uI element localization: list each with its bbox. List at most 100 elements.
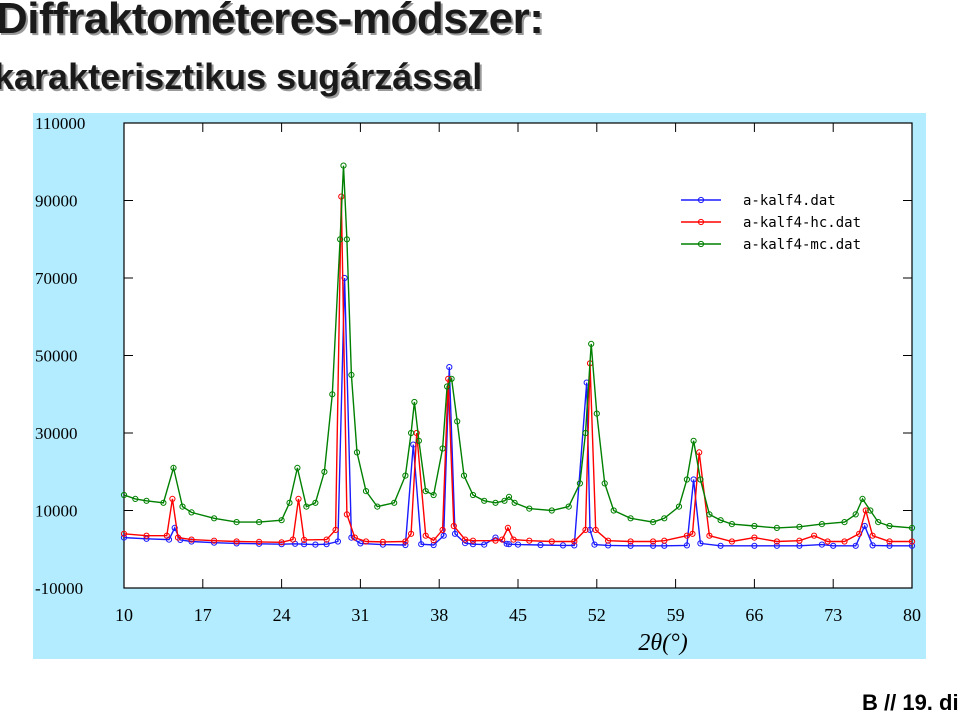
data-point <box>751 522 758 530</box>
x-tick-label: 73 <box>824 605 842 625</box>
data-point <box>418 541 425 548</box>
data-point <box>143 532 150 539</box>
data-point <box>571 542 578 549</box>
data-point <box>211 515 218 522</box>
data-point <box>706 532 713 539</box>
data-point <box>601 480 608 487</box>
data-point <box>233 519 240 526</box>
data-point <box>661 537 668 544</box>
data-point <box>505 493 513 500</box>
data-point <box>170 464 177 471</box>
data-point <box>559 542 567 549</box>
data-point <box>353 449 361 456</box>
data-point <box>697 540 704 547</box>
data-point <box>188 536 195 543</box>
data-point <box>717 517 724 524</box>
data-point <box>830 542 837 549</box>
data-point <box>683 542 691 549</box>
data-point <box>446 364 453 371</box>
data-point <box>460 472 468 479</box>
data-point <box>593 410 600 417</box>
data-point <box>169 495 176 502</box>
data-point <box>526 505 533 512</box>
data-point <box>321 468 328 475</box>
data-point <box>886 542 893 549</box>
legend: a-kalf4.dat a-kalf4-hc.dat a-kalf4-mc.dat <box>681 193 861 253</box>
data-point <box>852 511 859 518</box>
data-point <box>143 497 150 504</box>
data-point <box>571 538 578 545</box>
data-point <box>690 476 697 483</box>
data-point <box>875 519 882 526</box>
data-point <box>510 536 517 543</box>
data-point <box>301 541 308 548</box>
data-point <box>408 429 415 437</box>
legend-marker <box>697 218 705 226</box>
data-point <box>862 507 869 514</box>
series-line <box>123 165 913 529</box>
data-point <box>411 398 418 406</box>
data-point <box>343 236 350 243</box>
data-point <box>323 541 330 548</box>
data-point <box>440 532 447 539</box>
data-point <box>697 476 704 483</box>
data-point <box>120 534 128 541</box>
data-point <box>661 515 668 522</box>
data-point <box>462 540 469 547</box>
data-point <box>278 517 285 524</box>
data-point <box>256 538 263 545</box>
plot-area <box>123 122 913 589</box>
data-point <box>796 537 803 544</box>
data-point <box>329 391 336 398</box>
data-point <box>430 537 437 544</box>
data-point <box>592 526 599 533</box>
data-point <box>163 532 170 539</box>
data-point <box>675 503 683 510</box>
data-point <box>751 534 758 541</box>
data-point <box>132 495 139 502</box>
legend-label: a-kalf4-hc.dat <box>743 215 861 231</box>
data-point <box>256 519 263 526</box>
data-point <box>548 538 555 545</box>
xrd-chart: 10 17 24 31 38 45 52 59 66 73 80 -10000 10000 30000 50… <box>35 114 921 656</box>
data-point <box>696 449 703 456</box>
data-point <box>650 519 657 526</box>
data-point <box>422 532 429 539</box>
data-point <box>582 526 589 533</box>
data-point <box>773 542 781 549</box>
data-point <box>588 340 595 347</box>
data-point <box>357 540 364 547</box>
data-point <box>492 537 499 544</box>
data-point <box>408 530 415 537</box>
data-point <box>402 472 409 479</box>
data-point <box>796 523 803 530</box>
data-point <box>908 542 916 549</box>
y-tick-label: 70000 <box>35 269 78 288</box>
data-point <box>233 538 240 545</box>
footer-text: B // 19. di <box>862 690 959 715</box>
data-point <box>343 511 350 518</box>
data-point <box>886 538 893 545</box>
data-point <box>908 538 916 545</box>
y-tick-label: 110000 <box>35 114 85 133</box>
x-tick-label: 31 <box>351 605 369 625</box>
data-point <box>362 538 370 545</box>
data-point <box>120 491 128 499</box>
data-point <box>481 497 488 504</box>
data-point <box>886 522 893 530</box>
data-point <box>303 503 310 510</box>
data-point <box>448 375 455 382</box>
data-point <box>469 541 477 548</box>
data-point <box>430 491 437 499</box>
data-point <box>841 519 848 526</box>
data-point <box>439 526 446 533</box>
data-point <box>859 495 866 502</box>
data-point <box>451 530 459 537</box>
y-tick-label: 50000 <box>35 347 78 366</box>
data-point <box>332 526 339 533</box>
data-point <box>627 542 634 549</box>
data-point <box>402 541 409 549</box>
data-point <box>312 541 319 548</box>
data-point <box>323 536 330 543</box>
data-point <box>348 534 355 541</box>
